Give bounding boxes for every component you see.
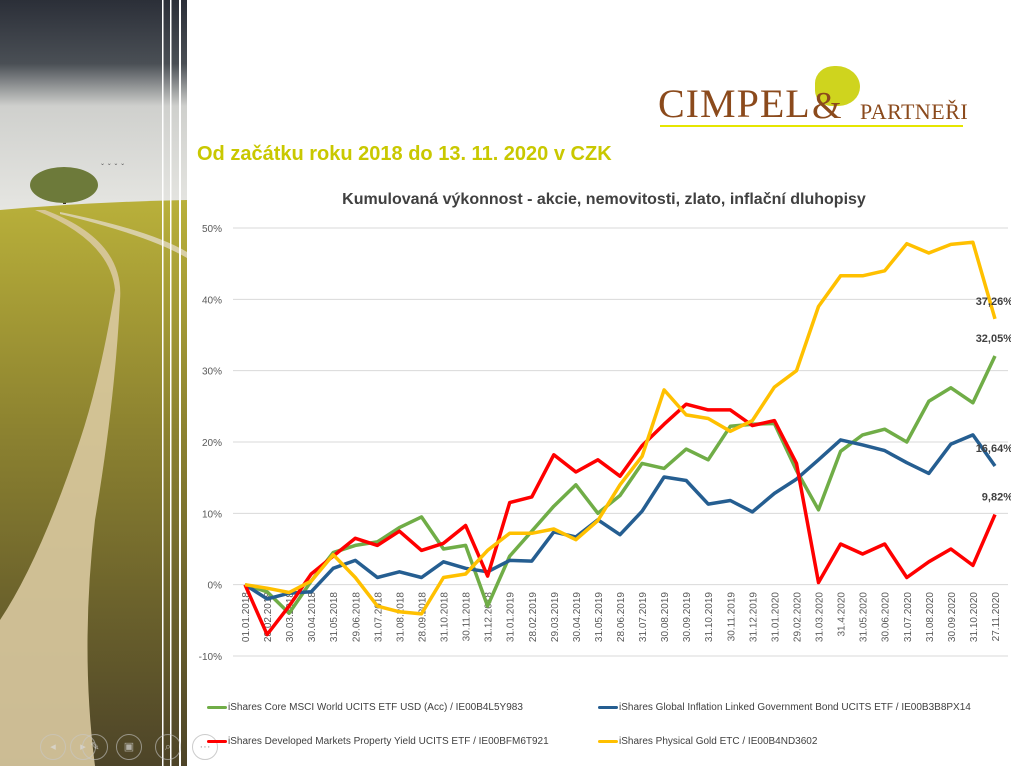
x-tick-label: 31.07.2019 [638, 592, 649, 642]
x-tick-label: 31.03.2020 [815, 592, 826, 642]
x-tick-label: 31.10.2020 [969, 592, 980, 642]
end-value-label: 16,64% [976, 443, 1011, 455]
legend-swatch [598, 740, 618, 743]
leaf-icon [815, 66, 860, 106]
end-value-label: 9,82% [982, 492, 1011, 504]
x-tick-label: 29.03.2019 [550, 592, 561, 642]
svg-text:⌄ ⌄ ⌄ ⌄: ⌄ ⌄ ⌄ ⌄ [100, 161, 125, 167]
y-tick-label: 20% [202, 438, 222, 449]
legend-item: iShares Developed Markets Property Yield… [207, 736, 549, 747]
legend-label: iShares Global Inflation Linked Governme… [619, 702, 971, 713]
x-tick-label: 31.05.2020 [859, 592, 870, 642]
x-tick-label: 31.05.2019 [594, 592, 605, 642]
legend-label: iShares Physical Gold ETC / IE00B4ND3602 [619, 736, 818, 747]
x-tick-label: 31.08.2020 [925, 592, 936, 642]
x-tick-label: 31.08.2018 [395, 592, 406, 642]
x-tick-label: 31.12.2019 [748, 592, 759, 642]
x-tick-label: 31.10.2018 [440, 592, 451, 642]
end-value-label: 32,05% [976, 333, 1011, 345]
x-tick-label: 30.09.2019 [682, 592, 693, 642]
y-tick-label: 30% [202, 367, 222, 378]
y-tick-label: 40% [202, 295, 222, 306]
x-tick-label: 31.07.2020 [903, 592, 914, 642]
x-tick-label: 30.11.2018 [462, 592, 473, 642]
logo-underline [660, 125, 963, 127]
series-line [244, 433, 997, 601]
logo-ampersand: & [812, 85, 842, 127]
x-tick-label: 30.06.2020 [881, 592, 892, 642]
slide-sorter-button[interactable]: ▣ [116, 734, 142, 760]
y-tick-label: 10% [202, 509, 222, 520]
x-tick-label: 30.04.2018 [307, 592, 318, 642]
x-tick-label: 30.08.2019 [660, 592, 671, 642]
legend-label: iShares Developed Markets Property Yield… [228, 736, 549, 747]
legend-item: iShares Global Inflation Linked Governme… [598, 702, 971, 713]
end-value-label: 37,26% [976, 296, 1011, 308]
previous-slide-button[interactable]: ◂ [40, 734, 66, 760]
period-subtitle: Od začátku roku 2018 do 13. 11. 2020 v C… [197, 143, 612, 165]
legend-label: iShares Core MSCI World UCITS ETF USD (A… [228, 702, 523, 713]
legend-item: iShares Core MSCI World UCITS ETF USD (A… [207, 702, 523, 713]
legend-swatch [598, 706, 618, 709]
more-options-button[interactable]: ··· [192, 734, 218, 760]
legend-item: iShares Physical Gold ETC / IE00B4ND3602 [598, 736, 817, 747]
x-tick-label: 30.03.2018 [285, 592, 296, 642]
x-tick-label: 30.09.2020 [947, 592, 958, 642]
x-tick-label: 28.02.2019 [528, 592, 539, 642]
cimpel-partneri-logo: Cimpel & partneři [655, 62, 969, 132]
x-tick-label: 27.11.2020 [991, 592, 1002, 642]
legend-swatch [207, 706, 227, 709]
chart-title: Kumulovaná výkonnost - akcie, nemovitost… [342, 191, 866, 208]
x-tick-label: 31.10.2019 [704, 592, 715, 642]
x-tick-label: 29.06.2018 [351, 592, 362, 642]
x-tick-label: 01.01.2018 [241, 592, 252, 642]
x-tick-label: 31.12.2018 [484, 592, 495, 642]
landscape-background-image: ⌄ ⌄ ⌄ ⌄ [0, 0, 187, 766]
x-tick-label: 31.01.2019 [506, 592, 517, 642]
x-tick-label: 29.02.2020 [792, 592, 803, 642]
y-tick-label: 0% [208, 581, 223, 592]
pen-tool-button[interactable]: ✎ [82, 734, 108, 760]
x-tick-label: 31.05.2018 [329, 592, 340, 642]
x-tick-label: 28.06.2019 [616, 592, 627, 642]
zoom-button[interactable]: ⌕ [155, 734, 181, 760]
x-tick-label: 31.01.2020 [770, 592, 781, 642]
logo-name: Cimpel [658, 81, 811, 126]
y-tick-label: 50% [202, 224, 222, 235]
logo-suffix: partneři [860, 99, 969, 124]
x-tick-label: 30.04.2019 [572, 592, 583, 642]
x-tick-label: 31.07.2018 [373, 592, 384, 642]
legend-swatch [207, 740, 227, 743]
x-tick-label: 28.02.2018 [263, 592, 274, 642]
x-tick-label: 31.4.2020 [837, 592, 848, 637]
x-tick-label: 30.11.2019 [726, 592, 737, 642]
x-tick-label: 28.09.2018 [417, 592, 428, 642]
y-tick-label: -10% [199, 652, 222, 663]
